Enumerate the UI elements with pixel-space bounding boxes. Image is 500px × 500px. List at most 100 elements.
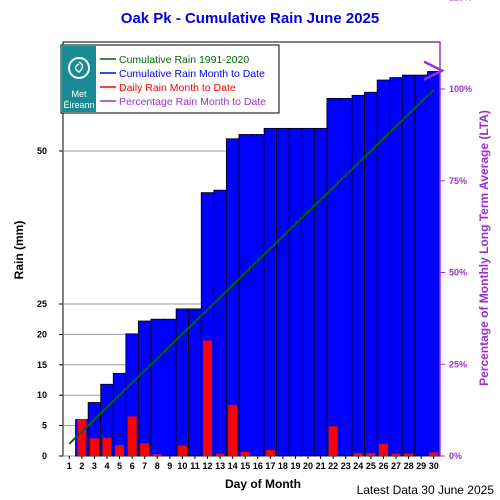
y-tick-label: 25 [37, 299, 47, 309]
y-right-tick-label: 75% [449, 176, 467, 186]
cumulative-bar [389, 77, 403, 457]
y-tick-label: 0 [42, 451, 47, 461]
cumulative-bar [112, 372, 127, 457]
y-tick-label: 50 [37, 146, 47, 156]
daily-bar [140, 443, 150, 456]
x-tick-label: 2 [79, 461, 84, 471]
percentage-arrow [423, 60, 445, 81]
percentage-marker [423, 60, 445, 81]
legend-label-daily: Daily Rain Month to Date [119, 82, 236, 94]
cumulative-bar [414, 74, 428, 457]
x-tick-label: 10 [177, 461, 187, 471]
lta-cumulative-line [68, 89, 435, 445]
x-tick-label: 25 [366, 461, 376, 471]
y-axis-label: Rain (mm) [12, 221, 26, 280]
daily-bar [77, 419, 87, 456]
y-right-tick-label: 50% [449, 268, 467, 278]
y-right-tick-label: 125% [449, 0, 472, 2]
x-tick-label: 8 [155, 461, 160, 471]
cumulative-bar [427, 71, 441, 457]
cumulative-bar [301, 127, 315, 457]
y-right-axis-ticks: 0% 25% 50% 75% 100% 125% [439, 0, 472, 461]
daily-bar [115, 445, 125, 456]
daily-bar [366, 452, 376, 456]
logo-swirl-icon [68, 57, 90, 79]
x-tick-label: 13 [215, 461, 225, 471]
daily-bar [378, 443, 388, 456]
x-tick-label: 12 [203, 461, 213, 471]
daily-bar [127, 416, 137, 456]
cumulative-bar [351, 94, 365, 457]
x-tick-label: 26 [378, 461, 388, 471]
x-tick-label: 5 [117, 461, 122, 471]
x-tick-label: 20 [303, 461, 313, 471]
y-right-tick-label: 100% [449, 84, 472, 94]
x-tick-label: 16 [253, 461, 263, 471]
cumulative-bar [276, 127, 290, 457]
daily-bar [177, 445, 187, 456]
cumulative-bar [288, 127, 303, 457]
cumulative-bar [188, 308, 202, 457]
x-tick-label: 3 [92, 461, 97, 471]
cumulative-bar [251, 134, 265, 457]
cumulative-bar [150, 318, 164, 457]
cumulative-bar [263, 127, 278, 457]
y-tick-label: 10 [37, 390, 47, 400]
x-tick-label: 9 [167, 461, 172, 471]
daily-bar [404, 453, 414, 456]
daily-bar [89, 438, 99, 456]
cumulative-bar [137, 320, 152, 457]
legend-box [60, 44, 280, 114]
cumulative-bar [376, 79, 391, 457]
daily-bar [429, 452, 439, 456]
x-tick-label: 6 [130, 461, 135, 471]
cumulative-bar [213, 189, 227, 457]
x-tick-label: 27 [391, 461, 401, 471]
daily-bar [265, 449, 275, 456]
y-right-tick-label: 25% [449, 359, 467, 369]
daily-bar [328, 426, 338, 456]
daily-bar [102, 437, 112, 456]
x-axis-ticks: 1 2 3 4 5 6 7 8 9 10 11 12 13 14 15 16 17 18 19 20 21 22 23 24 2… [67, 456, 439, 471]
cumulative-bar [313, 127, 328, 457]
legend: Met Éireann Cumulative Rain 1991-2020 Cu… [60, 44, 280, 114]
x-tick-label: 28 [404, 461, 414, 471]
daily-bar [391, 453, 401, 456]
cumulative-bar [238, 134, 252, 457]
daily-bar [353, 452, 363, 456]
logo-swirl-inner-icon [74, 61, 84, 73]
cumulative-bar [401, 74, 416, 457]
daily-bar [215, 453, 225, 456]
chart-title: Oak Pk - Cumulative Rain June 2025 [121, 10, 379, 27]
y-right-axis-label: Percentage of Monthly Long Term Average … [477, 110, 491, 386]
x-tick-label: 21 [316, 461, 326, 471]
daily-bars [77, 340, 439, 456]
y-axis-ticks: 0 5 10 15 20 25 50 [37, 146, 63, 461]
daily-bar [240, 451, 250, 456]
x-tick-label: 23 [341, 461, 351, 471]
logo-text-eireann: Éireann [63, 100, 94, 110]
daily-bar [152, 454, 162, 456]
cumulative-bar [326, 97, 340, 457]
x-tick-label: 30 [429, 461, 439, 471]
y-tick-label: 20 [37, 329, 47, 339]
x-tick-label: 19 [290, 461, 300, 471]
x-tick-label: 14 [228, 461, 238, 471]
cumulative-bar [339, 97, 353, 457]
x-tick-label: 1 [67, 461, 72, 471]
y-tick-label: 5 [42, 421, 47, 431]
x-tick-label: 15 [240, 461, 250, 471]
legend-label-lta: Cumulative Rain 1991-2020 [119, 54, 249, 66]
daily-bar [228, 404, 238, 456]
y-right-tick-label: 0% [449, 451, 462, 461]
x-tick-label: 17 [265, 461, 275, 471]
y-tick-label: 15 [37, 360, 47, 370]
met-eireann-logo: Met Éireann [62, 46, 96, 112]
legend-label-percentage: Percentage Rain Month to Date [119, 96, 266, 108]
cumulative-bar [163, 318, 177, 457]
x-tick-label: 29 [416, 461, 426, 471]
footer-latest-data: Latest Data 30 June 2025 [357, 483, 495, 497]
x-tick-label: 24 [353, 461, 363, 471]
x-tick-label: 7 [142, 461, 147, 471]
